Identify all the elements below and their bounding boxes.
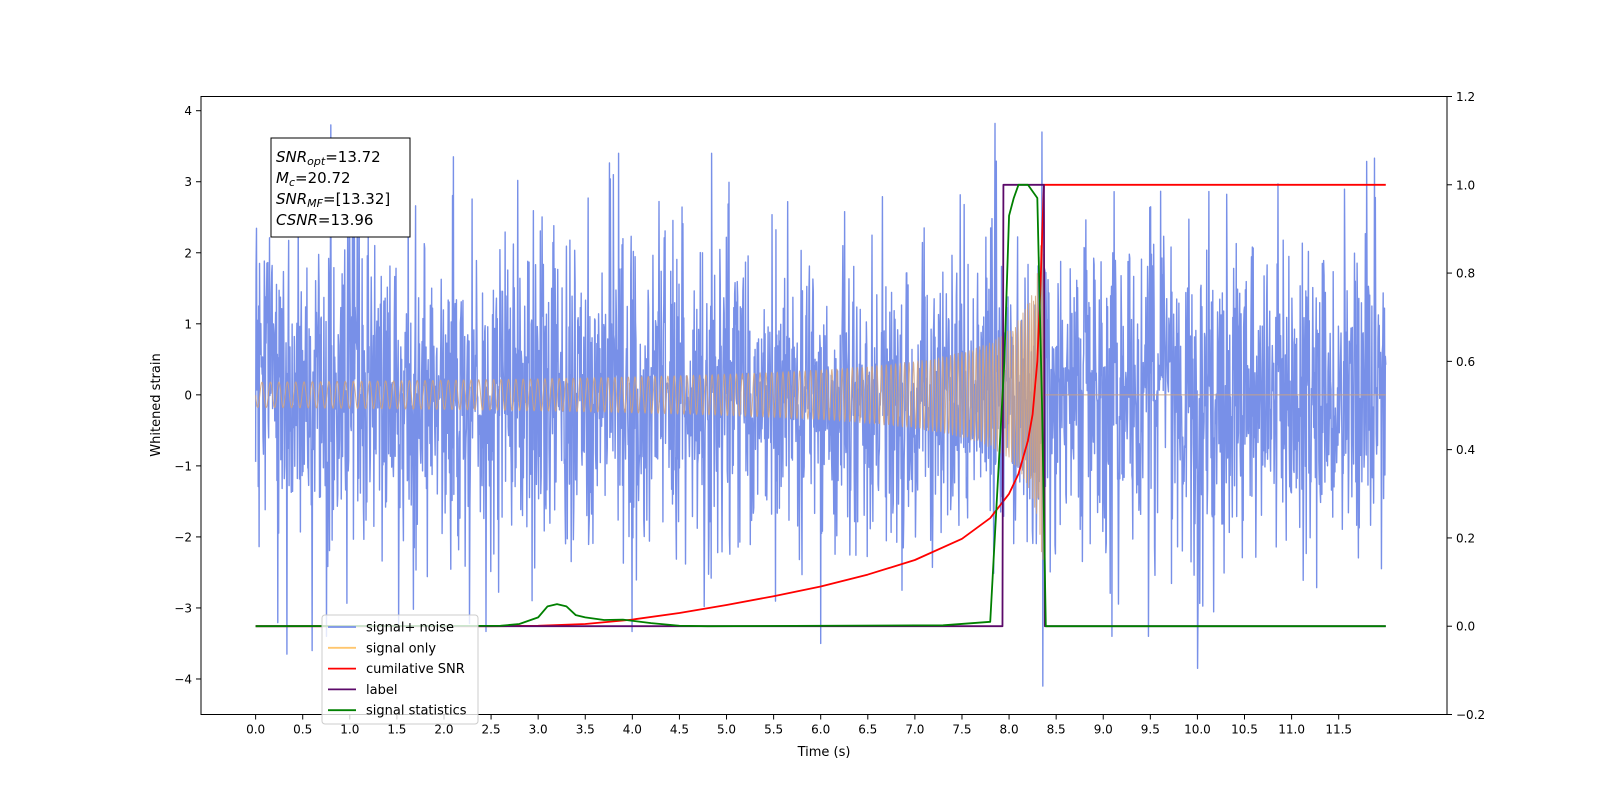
- x-tick-label: 4.0: [623, 723, 642, 737]
- y-tick-label: 2: [184, 246, 192, 260]
- series-line-signal-statistics: [255, 183, 1386, 628]
- y-tick-label: −4: [174, 672, 192, 686]
- x-axis-label: Time (s): [797, 745, 851, 760]
- x-tick-label: 1.0: [340, 723, 359, 737]
- annotation-line: CSNR=13.96: [276, 211, 373, 229]
- x-tick-label: 10.0: [1184, 723, 1211, 737]
- x-tick-label: 8.0: [1000, 723, 1019, 737]
- y2-tick-label: 0.6: [1456, 355, 1475, 369]
- series-line-signal-only: [255, 230, 1386, 560]
- annotation-line: SNRMF=[13.32]: [276, 190, 390, 210]
- x-tick-label: 2.0: [434, 723, 453, 737]
- legend-label: signal+ noise: [366, 621, 454, 636]
- annotation-line: SNRopt=13.72: [276, 148, 381, 168]
- y-tick-label: −2: [174, 530, 192, 544]
- legend-label: signal statistics: [366, 704, 467, 719]
- x-tick-label: 8.5: [1047, 723, 1066, 737]
- x-tick-label: 1.5: [387, 723, 406, 737]
- y-tick-label: −1: [174, 459, 192, 473]
- x-tick-label: 7.0: [905, 723, 924, 737]
- legend-frame: [321, 614, 479, 725]
- y2-tick-label: 0.4: [1456, 443, 1475, 457]
- y-axis-label: Whitened strain: [149, 353, 164, 456]
- legend-label: label: [366, 683, 397, 698]
- series-line-signal-noise: [254, 122, 1387, 687]
- y-tick-label: 1: [184, 317, 192, 331]
- x-tick-label: 3.0: [529, 723, 548, 737]
- legend: signal+ noise signal only cumilative SNR la…: [321, 614, 479, 725]
- legend-label: signal only: [366, 641, 436, 656]
- y2-tick-label: −0.2: [1456, 708, 1485, 722]
- y2-tick-label: 1.0: [1456, 178, 1475, 192]
- x-tick-label: 7.5: [952, 723, 971, 737]
- x-tick-label: 9.5: [1141, 723, 1160, 737]
- x-tick-label: 5.0: [717, 723, 736, 737]
- y2-tick-label: 1.2: [1456, 90, 1475, 104]
- x-tick-label: 11.0: [1278, 723, 1305, 737]
- y-tick-label: −3: [174, 601, 192, 615]
- legend-label: cumilative SNR: [366, 662, 465, 677]
- annotation-frame: [270, 137, 411, 238]
- y-tick-label: 4: [184, 104, 192, 118]
- x-tick-label: 0.0: [246, 723, 265, 737]
- plot-frame: [200, 96, 1448, 715]
- x-tick-label: 4.5: [670, 723, 689, 737]
- x-tick-label: 6.5: [858, 723, 877, 737]
- y-tick-label: 0: [184, 388, 192, 402]
- data-layer: [254, 122, 1387, 687]
- y-tick-label: 3: [184, 175, 192, 189]
- y2-tick-label: 0.2: [1456, 531, 1475, 545]
- x-tick-label: 2.5: [482, 723, 501, 737]
- annotation-box: SNRopt=13.72Mc=20.72SNRMF=[13.32]CSNR=13…: [270, 137, 411, 238]
- x-tick-label: 3.5: [576, 723, 595, 737]
- x-tick-label: 10.5: [1231, 723, 1258, 737]
- y2-tick-label: 0.8: [1456, 267, 1475, 281]
- axes-layer: 0.0 0.5 1.0 1.5 2.0 2.5 3.0 3.5 4.0 4.5 5.0 5.5 6.0 6…: [174, 90, 1485, 737]
- annotation-line: Mc=20.72: [276, 169, 351, 189]
- x-tick-label: 6.0: [811, 723, 830, 737]
- x-tick-label: 9.0: [1094, 723, 1113, 737]
- y2-tick-label: 0.0: [1456, 620, 1475, 634]
- x-tick-label: 5.5: [764, 723, 783, 737]
- x-tick-label: 11.5: [1325, 723, 1352, 737]
- x-tick-label: 0.5: [293, 723, 312, 737]
